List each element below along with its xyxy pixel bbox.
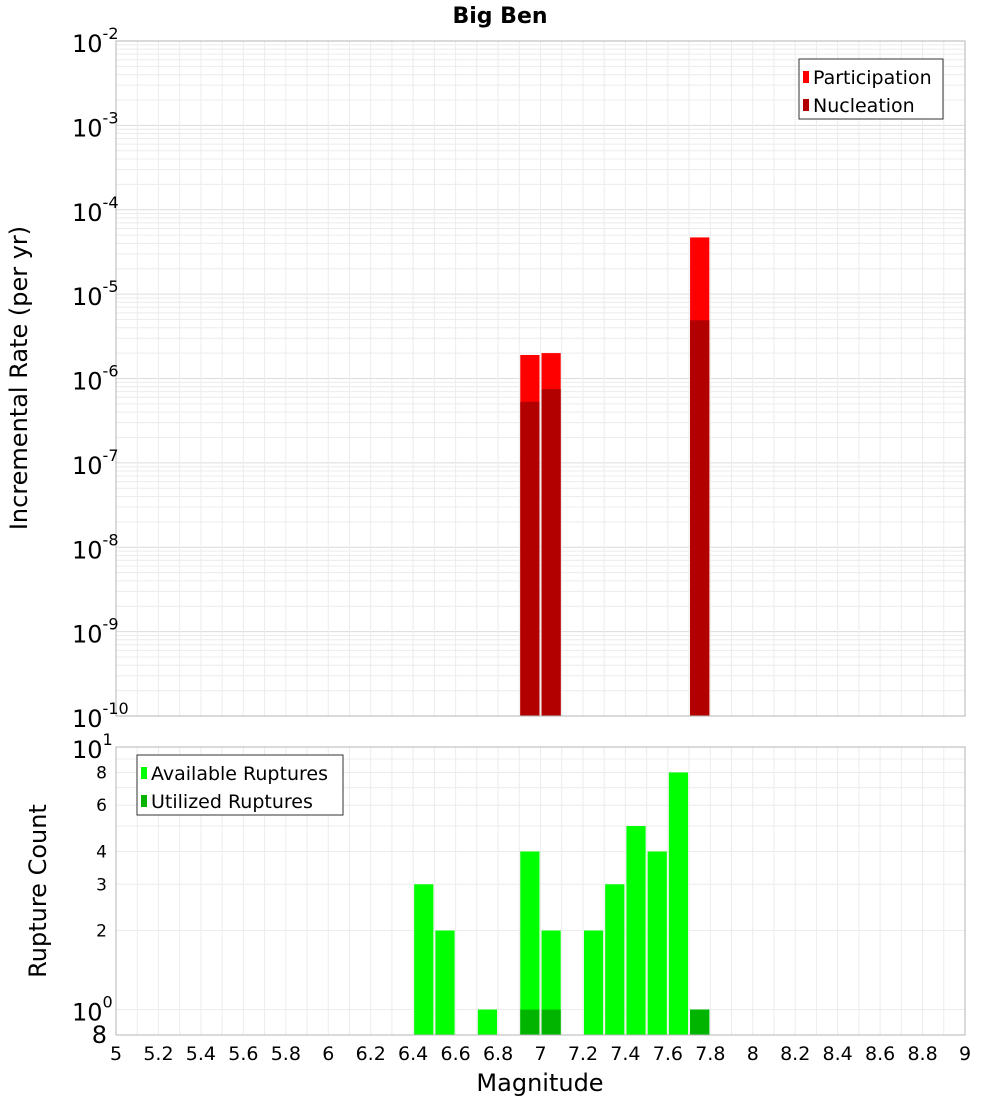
x-tick-label: 8.4 [823,1043,853,1065]
available-ruptures-bar [605,884,625,1035]
y-tick-label: 10-2 [72,24,119,58]
x-tick-label: 5.4 [186,1043,216,1065]
bottom-bars [414,772,710,1035]
x-tick-label: 6 [322,1043,334,1065]
top-y-ticks: 10-10 10-9 10-8 10-7 10-6 10-5 10-4 10-3 10-2 [72,24,129,733]
x-tick-label: 5 [110,1043,122,1065]
y-tick-label: 10-6 [72,362,119,396]
available-ruptures-bar [414,884,434,1035]
x-tick-label: 6.8 [483,1043,513,1065]
legend-label: Available Ruptures [151,763,328,785]
nucleation-bar [520,401,540,716]
available-ruptures-bar [647,851,667,1035]
x-tick-label: 7.6 [653,1043,683,1065]
available-ruptures-bar [541,930,561,1035]
y-tick-label: 3 [96,875,107,895]
y-tick-label: 10-9 [72,615,119,649]
x-tick-label: 8.8 [907,1043,937,1065]
top-grid [115,41,966,716]
x-tick-label: 8.6 [865,1043,895,1065]
available-ruptures-bar [520,851,540,1035]
y-tick-label: 10-4 [72,193,119,227]
y-tick-label: 10-5 [72,277,119,311]
y-tick-label: 10-7 [72,446,119,480]
y-tick-label: 10-10 [72,699,129,733]
top-plot-frame [115,40,966,717]
x-tick-label: 7.4 [610,1043,640,1065]
legend-label: Participation [813,67,932,89]
legend-label: Utilized Ruptures [151,791,313,813]
x-tick-label: 7.2 [568,1043,598,1065]
legend-box [798,58,944,120]
y-tick-label: 8 [92,1021,107,1049]
available-ruptures-bar [668,772,689,1035]
available-ruptures-bar [626,826,646,1035]
x-tick-label: 6.6 [440,1043,470,1065]
legend-swatch [803,71,809,83]
legend-swatch [141,795,147,807]
bottom-y-axis-label: Rupture Count [24,804,52,978]
y-tick-label: 6 [96,796,107,816]
y-tick-label: 4 [96,842,107,862]
top-legend: Participation Nucleation [798,58,944,120]
x-tick-label: 6.2 [356,1043,386,1065]
x-tick-label: 5.8 [271,1043,301,1065]
y-tick-label: 100 [72,993,113,1027]
available-ruptures-bar [435,930,455,1035]
x-axis-label: Magnitude [476,1069,603,1097]
top-bars [520,237,710,716]
y-tick-label: 10-3 [72,108,119,142]
legend-label: Nucleation [813,95,915,117]
utilized-ruptures-bar [520,1009,540,1035]
bottom-plot-frame [115,746,966,1036]
top-y-axis-label: Incremental Rate (per yr) [5,226,33,530]
chart-title: Big Ben [452,4,547,29]
nucleation-bar [541,389,561,716]
utilized-ruptures-bar [690,1009,710,1035]
y-tick-label: 8 [96,763,107,783]
x-tick-label: 8.2 [780,1043,810,1065]
x-tick-label: 7 [534,1043,546,1065]
x-tick-label: 5.6 [228,1043,258,1065]
available-ruptures-bar [583,930,604,1035]
y-tick-label: 10-8 [72,530,119,564]
utilized-ruptures-bar [541,1009,561,1035]
legend-box [136,754,344,816]
x-tick-label: 7.8 [695,1043,725,1065]
x-tick-label: 8 [747,1043,759,1065]
x-tick-label: 9 [959,1043,971,1065]
available-ruptures-bar [477,1009,498,1035]
y-tick-label: 101 [72,730,113,764]
x-tick-label: 6.4 [398,1043,428,1065]
legend-swatch [803,99,809,111]
nucleation-bar [690,320,710,716]
x-tick-label: 5.2 [143,1043,173,1065]
bottom-legend: Available Ruptures Utilized Ruptures [136,754,344,816]
x-ticks: 5 5.2 5.4 5.6 5.8 6 6.2 6.4 6.6 6.8 7 7.2 7.4 7.6 7.8 8… [110,1043,971,1065]
legend-swatch [141,767,147,779]
y-tick-label: 2 [96,922,107,942]
